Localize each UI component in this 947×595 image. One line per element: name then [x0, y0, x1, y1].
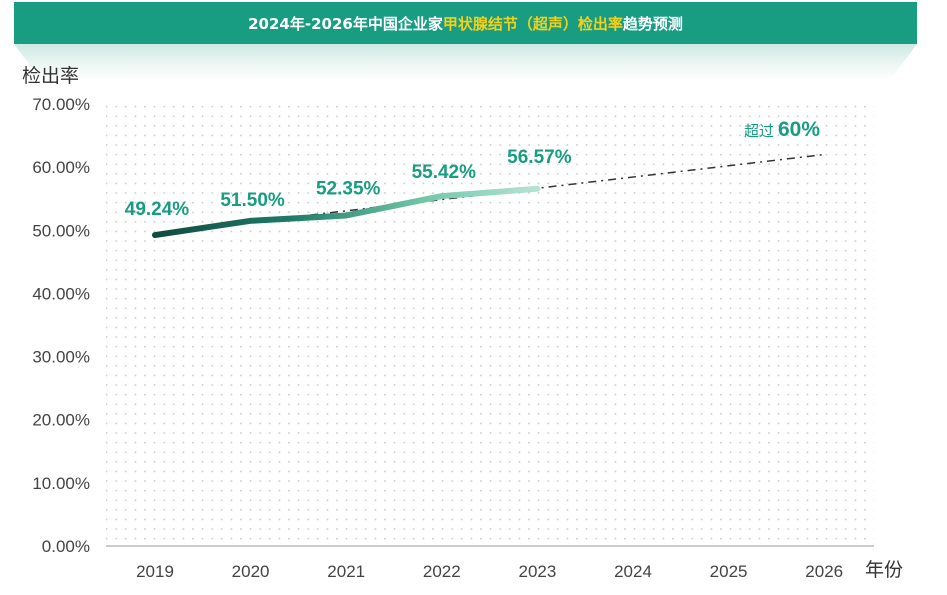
x-tick-label: 2025 [710, 562, 748, 581]
x-tick-label: 2024 [614, 562, 652, 581]
title-part3: 趋势预测 [622, 14, 683, 33]
title-banner-shadow [14, 44, 917, 80]
data-label: 49.24% [125, 199, 190, 220]
x-tick-label: 2019 [136, 562, 174, 581]
y-tick-label: 60.00% [32, 158, 90, 177]
x-tick-label: 2022 [423, 562, 461, 581]
y-tick-label: 30.00% [32, 348, 90, 367]
annotation: 超过 60% [744, 118, 820, 141]
y-tick-label: 0.00% [42, 537, 90, 556]
y-tick-label: 50.00% [32, 221, 90, 240]
title-banner: 2024年-2026年中国企业家 甲状腺结节（超声）检出率 趋势预测 [14, 2, 917, 44]
annotation-prefix: 超过 [744, 122, 774, 140]
annotation-value: 60% [778, 118, 820, 141]
data-label: 51.50% [220, 190, 285, 211]
trend-line [250, 153, 825, 223]
data-label: 52.35% [316, 178, 381, 199]
x-axis-title: 年份 [865, 559, 903, 581]
data-series-line [152, 185, 541, 239]
title-part1: 2024年-2026年中国企业家 [248, 14, 443, 33]
y-axis-title: 检出率 [22, 65, 79, 87]
x-tick-label: 2020 [232, 562, 270, 581]
data-label: 55.42% [412, 162, 477, 183]
title-highlight: 甲状腺结节（超声）检出率 [442, 14, 623, 33]
x-tick-label: 2026 [805, 562, 843, 581]
x-tick-label: 2023 [518, 562, 556, 581]
x-tick-label: 2021 [327, 562, 365, 581]
y-tick-label: 70.00% [32, 95, 90, 114]
plot-grid-background [106, 104, 874, 546]
y-tick-label: 10.00% [32, 474, 90, 493]
data-label: 56.57% [507, 147, 572, 168]
y-tick-label: 20.00% [32, 411, 90, 430]
y-tick-label: 40.00% [32, 284, 90, 303]
